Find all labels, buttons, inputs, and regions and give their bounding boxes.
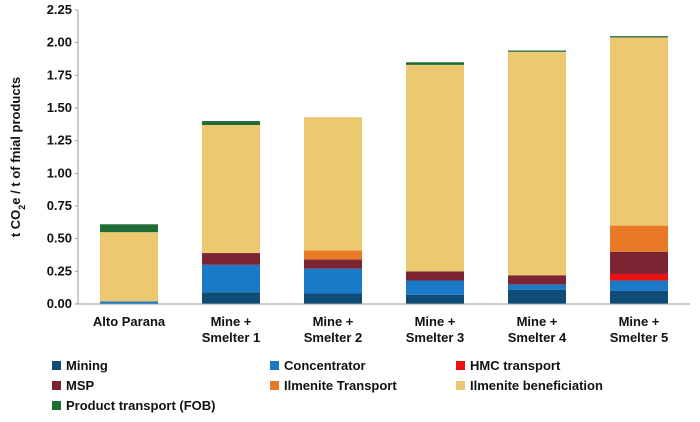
bar-segment-concentrator <box>202 264 260 293</box>
y-tick-label: 2.00 <box>47 35 72 50</box>
legend-swatch <box>52 381 61 390</box>
legend-swatch <box>270 361 279 370</box>
y-tick-label: 1.25 <box>47 133 72 148</box>
bar-segment-ilmenite-beneficiation <box>406 64 464 272</box>
x-category-label: Mine + <box>517 314 558 329</box>
legend-swatch <box>456 381 465 390</box>
bar-segment-product-transport-fob <box>508 50 566 52</box>
legend-label: HMC transport <box>470 358 561 373</box>
legend-label: Ilmenite beneficiation <box>470 378 603 393</box>
legend-swatch <box>456 361 465 370</box>
legend-label: Concentrator <box>284 358 366 373</box>
bar-segment-mining <box>304 293 362 304</box>
y-axis-label: t CO2e / t of fnial products <box>8 77 27 237</box>
y-tick-label: 1.75 <box>47 67 72 82</box>
x-category-label: Mine + <box>415 314 456 329</box>
y-tick-label: 1.50 <box>47 100 72 115</box>
legend-item: Mining <box>52 358 108 373</box>
legend-item: Product transport (FOB) <box>52 398 216 413</box>
y-tick-label: 0.25 <box>47 263 72 278</box>
x-category-label: Alto Parana <box>93 314 166 329</box>
legend-item: Ilmenite Transport <box>270 378 397 393</box>
bar-segment-mining <box>406 294 464 304</box>
y-tick-label: 1.00 <box>47 165 72 180</box>
y-tick-label: 0.00 <box>47 296 72 311</box>
x-category-label: Smelter 5 <box>610 330 669 345</box>
bar-segment-ilmenite-beneficiation <box>202 124 260 254</box>
x-category-label: Mine + <box>211 314 252 329</box>
legend-item: Concentrator <box>270 358 366 373</box>
bar-segment-ilmenite-beneficiation <box>304 117 362 251</box>
bar-segment-ilmenite-beneficiation <box>610 37 668 226</box>
y-tick-label: 2.25 <box>47 2 72 17</box>
bar-segment-concentrator <box>100 301 158 304</box>
legend-swatch <box>52 401 61 410</box>
bar-segment-product-transport-fob <box>100 224 158 233</box>
axes <box>77 10 690 305</box>
legend-item: HMC transport <box>456 358 560 373</box>
y-axis-ticks: 0.00 0.25 0.50 0.75 1.00 1.25 1.50 1.75 2.00 2.25 <box>47 2 78 311</box>
bar-segment-mining <box>610 290 668 304</box>
x-category-label: Smelter 4 <box>508 330 567 345</box>
bar-segment-mining <box>202 292 260 304</box>
y-tick-label: 0.50 <box>47 231 72 246</box>
y-axis-title: t CO2e / t of fnial products <box>8 77 27 237</box>
bar-segment-concentrator <box>610 280 668 291</box>
legend-item: Ilmenite beneficiation <box>456 378 603 393</box>
x-category-label: Mine + <box>619 314 660 329</box>
x-category-label: Smelter 3 <box>406 330 465 345</box>
legend-swatch <box>52 361 61 370</box>
legend-label: Mining <box>66 358 108 373</box>
bar-segment-concentrator <box>508 284 566 290</box>
legend-label: Product transport (FOB) <box>66 398 216 413</box>
bars <box>100 36 668 304</box>
bar-segment-msp <box>304 259 362 269</box>
bar-segment-concentrator <box>406 280 464 295</box>
bar-segment-ilmenite-transport <box>304 250 362 260</box>
legend-item: MSP <box>52 378 94 393</box>
x-category-label: Smelter 2 <box>304 330 363 345</box>
bar-segment-hmc-transport <box>610 273 668 281</box>
legend-label: MSP <box>66 378 95 393</box>
x-category-label: Smelter 1 <box>202 330 261 345</box>
bar-segment-product-transport-fob <box>202 121 260 125</box>
bar-segment-ilmenite-beneficiation <box>508 51 566 276</box>
x-category-label: Mine + <box>313 314 354 329</box>
bar-segment-ilmenite-transport <box>610 225 668 252</box>
y-tick-label: 0.75 <box>47 198 72 213</box>
bar-segment-concentrator <box>304 268 362 294</box>
bar-segment-product-transport-fob <box>406 62 464 65</box>
y-axis-title-subscript: 2 <box>17 205 27 210</box>
stacked-bar-chart: t CO2e / t of fnial products 0.00 0.25 0.5… <box>8 2 690 345</box>
bar-segment-ilmenite-beneficiation <box>100 232 158 302</box>
bar-segment-msp <box>202 253 260 265</box>
bar-segment-mining <box>508 289 566 304</box>
legend-swatch <box>270 381 279 390</box>
bar-segment-msp <box>508 275 566 285</box>
y-axis-title-part: t CO <box>8 210 23 237</box>
bar-segment-msp <box>610 251 668 274</box>
bar-segment-product-transport-fob <box>610 36 668 38</box>
y-axis-title-part: e / t of fnial products <box>8 77 23 205</box>
bar-segment-msp <box>406 271 464 281</box>
legend-label: Ilmenite Transport <box>284 378 397 393</box>
